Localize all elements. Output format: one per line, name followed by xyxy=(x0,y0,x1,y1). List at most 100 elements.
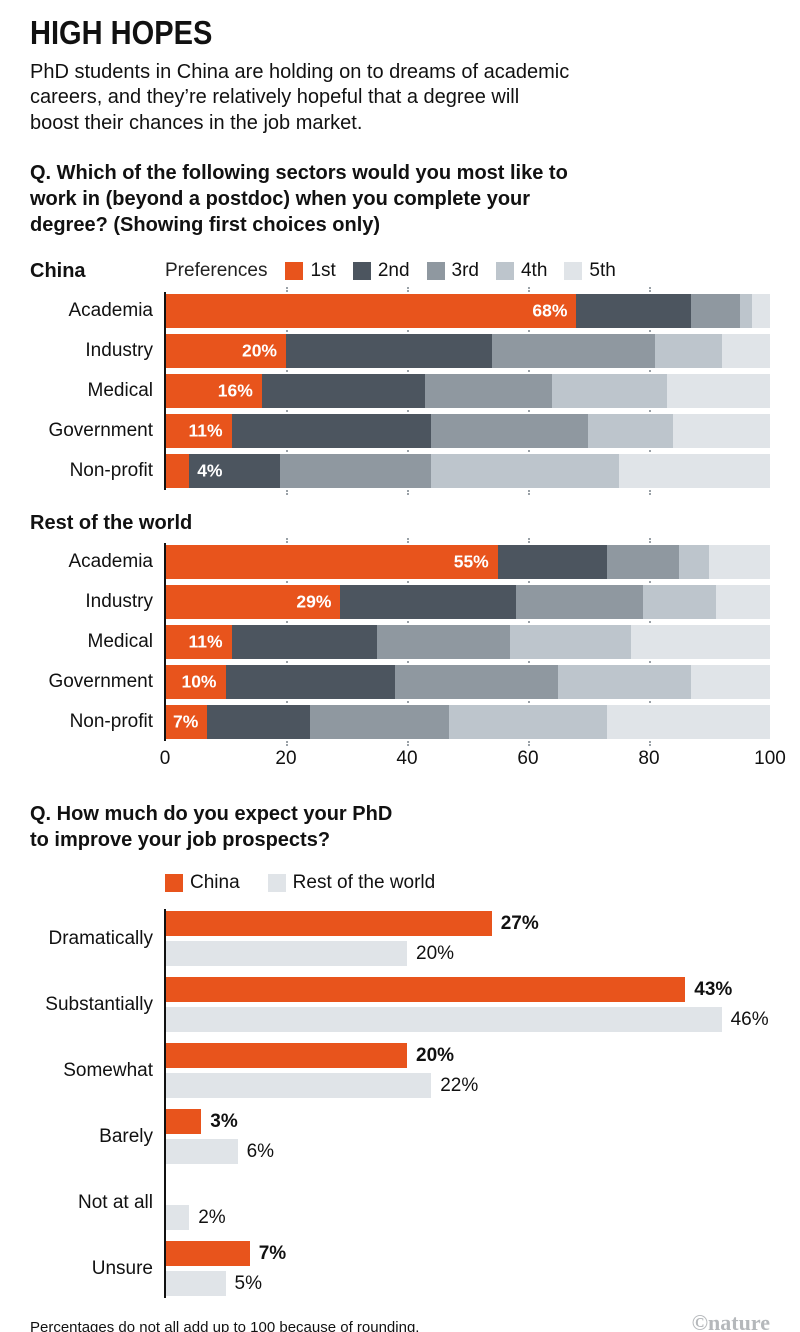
bar-rest-of-world xyxy=(165,1073,432,1099)
bar-row: Government 10% xyxy=(30,665,770,700)
bar-segment-4th xyxy=(739,294,752,329)
nature-logo: ©nature xyxy=(691,1310,770,1332)
legend-item-2nd: 2nd xyxy=(352,260,410,282)
legend-swatch-5th xyxy=(564,262,583,281)
legend-item-5th: 5th xyxy=(564,260,616,282)
first-choice-value: 20% xyxy=(241,340,277,361)
question-1: Q. Which of the following sectors would … xyxy=(30,162,568,237)
category-label: Non-profit xyxy=(69,711,153,733)
stacked-bar: 68% xyxy=(165,294,770,329)
legend-swatch-china xyxy=(165,874,183,893)
y-axis-line xyxy=(164,292,166,491)
bar-segment-2nd xyxy=(207,705,311,740)
legend-label: 1st xyxy=(310,260,336,282)
first-choice-value: 29% xyxy=(296,591,332,612)
bar-segment-5th xyxy=(618,454,770,489)
bar-segment-5th xyxy=(751,294,770,329)
chart2-legend: China Rest of the world xyxy=(165,871,770,895)
bar-china xyxy=(165,977,686,1003)
bar-value: 7% xyxy=(258,1242,287,1264)
bar-row: Government 11% xyxy=(30,414,770,449)
legend-label: 3rd xyxy=(451,260,479,282)
bar-rest-of-world xyxy=(165,1205,190,1231)
bar-rest-of-world xyxy=(165,1271,226,1297)
bar-group: Unsure 7% 5% xyxy=(30,1241,770,1297)
x-tick-label: 100 xyxy=(754,748,786,770)
category-label: Academia xyxy=(68,300,154,322)
bar-row: Academia 55% xyxy=(30,545,770,580)
bar-china xyxy=(165,911,492,937)
first-choice-value: 10% xyxy=(181,671,217,692)
stacked-chart-china: Academia 68% Industry 20% Medical 16% Governme… xyxy=(30,287,770,496)
bar-value: 20% xyxy=(416,1044,455,1066)
legend-title: Preferences xyxy=(165,260,268,282)
category-label: Industry xyxy=(85,340,153,362)
bar-value: 27% xyxy=(500,912,539,934)
bar-segment-3rd xyxy=(425,374,553,409)
bar-segment-4th xyxy=(679,545,710,580)
category-label: Unsure xyxy=(91,1257,153,1279)
bar-segment-3rd xyxy=(310,705,450,740)
bar-segment-1st xyxy=(165,374,262,409)
bar-row: 3% xyxy=(165,1109,770,1135)
bar-row: Non-profit 4% xyxy=(30,454,770,489)
grouped-chart-prospects: Dramatically 27% 20% Substantially 43% 46% Som… xyxy=(30,909,770,1299)
bar-china xyxy=(165,1043,407,1069)
bar-segment-2nd xyxy=(340,585,516,620)
bar-value: 6% xyxy=(246,1140,275,1162)
first-choice-value: 11% xyxy=(188,420,223,441)
bar-segment-5th xyxy=(606,705,770,740)
first-choice-value: 11% xyxy=(188,631,223,652)
x-tick-label: 60 xyxy=(517,748,539,770)
bar-value: 43% xyxy=(694,978,733,1000)
bar-segment-4th xyxy=(588,414,674,449)
bar-pair: 2% xyxy=(165,1175,770,1231)
preference-legend: 1st 2nd 3rd 4th 5th xyxy=(285,260,616,282)
x-tick-label: 20 xyxy=(275,748,297,770)
legend-item-china: China xyxy=(165,872,240,894)
bar-rest-of-world xyxy=(165,1007,722,1033)
category-label: Somewhat xyxy=(63,1059,153,1081)
category-label: Barely xyxy=(99,1125,153,1147)
bar-row: 46% xyxy=(165,1007,770,1033)
footnote: Percentages do not all add up to 100 bec… xyxy=(30,1319,420,1332)
bar-segment-1st xyxy=(165,414,232,449)
x-tick-label: 0 xyxy=(159,748,171,770)
first-choice-value: 16% xyxy=(217,380,253,401)
x-tick-label: 80 xyxy=(638,748,660,770)
category-label: Academia xyxy=(68,551,154,573)
bar-group: Somewhat 20% 22% xyxy=(30,1043,770,1099)
bar-segment-4th xyxy=(431,454,619,489)
panel-label-rest-of-world: Rest of the world xyxy=(30,512,193,535)
bar-segment-2nd xyxy=(286,334,492,369)
bar-segment-4th xyxy=(449,705,607,740)
bar-segment-1st xyxy=(165,334,286,369)
panel-label-china: China xyxy=(30,259,86,282)
legend-swatch-rest-of-the-world xyxy=(267,874,286,893)
x-axis: 0 20 40 60 80 100 xyxy=(30,745,786,773)
bar-segment-4th xyxy=(552,374,668,409)
legend-label: 5th xyxy=(589,260,616,282)
bar-value: 46% xyxy=(730,1008,769,1030)
bar-segment-5th xyxy=(721,334,770,369)
bar-row: Industry 29% xyxy=(30,585,770,620)
bar-rest-of-world xyxy=(165,941,407,967)
bar-pair: 20% 22% xyxy=(165,1043,770,1099)
bar-row: 43% xyxy=(165,977,770,1003)
bar-segment-5th xyxy=(630,625,770,660)
bar-row xyxy=(165,1175,770,1200)
stacked-bar: 11% xyxy=(165,625,770,660)
stacked-bar: 10% xyxy=(165,665,770,700)
bar-segment-2nd xyxy=(225,665,395,700)
bar-row: Medical 11% xyxy=(30,625,770,660)
bar-segment-3rd xyxy=(515,585,643,620)
bar-segment-2nd xyxy=(497,545,607,580)
stacked-bar: 7% xyxy=(165,705,770,740)
category-label: Not at all xyxy=(78,1191,153,1213)
bar-segment-3rd xyxy=(491,334,656,369)
bar-segment-4th xyxy=(558,665,692,700)
category-label: Government xyxy=(48,420,153,442)
bar-pair: 43% 46% xyxy=(165,977,770,1033)
category-label: Substantially xyxy=(45,993,153,1015)
chart1-legend-row: China Preferences 1st 2nd 3rd 4th 5th xyxy=(30,258,770,284)
